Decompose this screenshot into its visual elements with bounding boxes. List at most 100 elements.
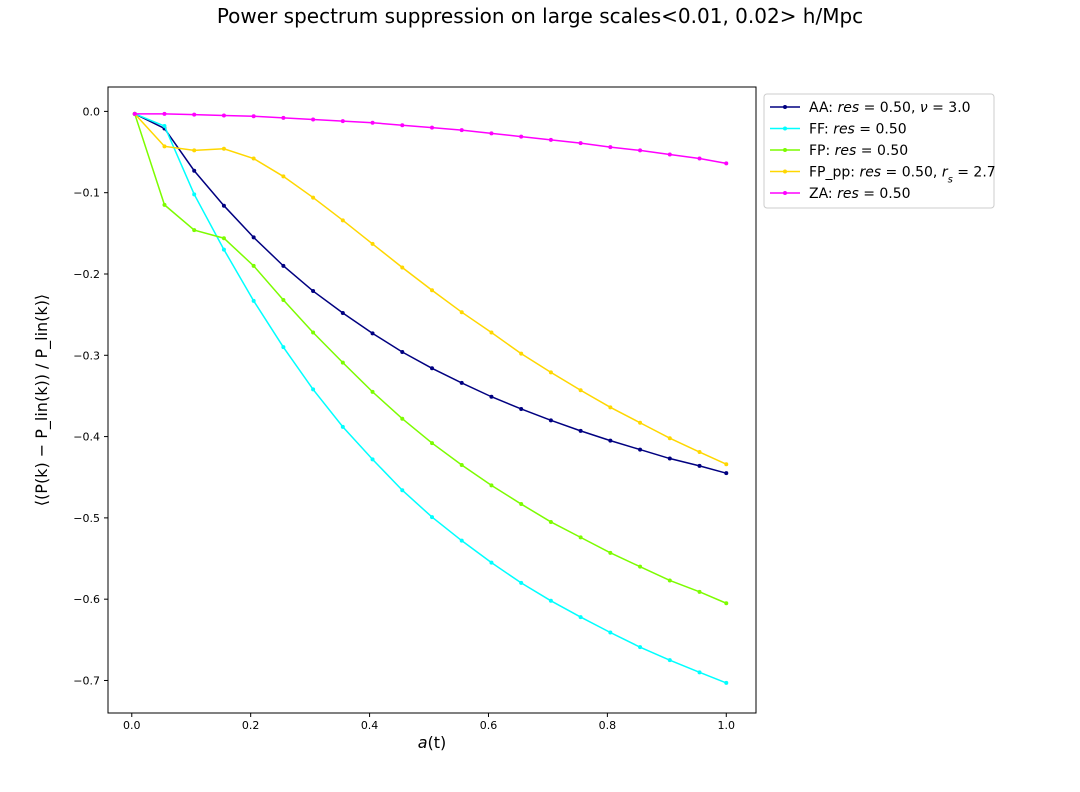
x-axis-ticks: 0.0 0.2 0.4 0.6 0.8 1.0 <box>123 713 735 732</box>
data-point <box>221 247 226 252</box>
legend-marker <box>783 169 787 174</box>
y-tick-label: −0.5 <box>73 512 100 525</box>
legend-marker <box>783 148 787 152</box>
legend-label: FF: res = 0.50 <box>809 122 907 138</box>
legend-marker <box>783 126 787 131</box>
legend-entry: AA: res = 0.50, ν = 3.0 <box>770 100 971 116</box>
data-point <box>724 161 729 166</box>
data-point <box>370 389 375 394</box>
legend-label: FP: res = 0.50 <box>809 143 908 159</box>
data-point <box>370 457 375 462</box>
data-point <box>192 148 197 153</box>
data-point <box>311 387 316 392</box>
data-point <box>311 330 316 335</box>
data-point <box>638 564 643 569</box>
x-tick-label: 0.2 <box>242 719 260 732</box>
legend-label: FP_pp: res = 0.50, rs = 2.7 <box>809 165 996 186</box>
data-point <box>340 360 345 365</box>
data-point <box>608 630 613 635</box>
legend-marker <box>783 191 787 195</box>
legend: AA: res = 0.50, ν = 3.0 FF: res = 0.50 FP:… <box>763 93 996 209</box>
data-point <box>608 145 613 150</box>
x-tick-label: 0.0 <box>123 719 141 732</box>
data-point <box>548 418 553 423</box>
legend-label-part: = 3.0 <box>928 100 971 116</box>
data-point <box>281 298 286 303</box>
y-tick-label: −0.2 <box>73 268 100 281</box>
data-point <box>638 148 643 153</box>
data-point <box>162 111 167 116</box>
data-point <box>340 424 345 429</box>
data-point <box>221 146 226 151</box>
data-point <box>311 195 316 200</box>
data-point <box>489 394 494 399</box>
data-point <box>281 174 286 179</box>
legend-label-part: FP: <box>809 143 835 159</box>
x-axis-label: a(t) <box>418 733 447 752</box>
data-point <box>667 436 672 441</box>
data-point <box>608 550 613 555</box>
data-point <box>370 241 375 246</box>
legend-label-part: = 0.50, <box>859 100 920 116</box>
legend-label-part: res <box>833 122 855 138</box>
legend-label-part: ZA: <box>809 186 837 202</box>
data-point <box>192 228 197 233</box>
data-point <box>724 471 729 476</box>
y-tick-label: 0.0 <box>83 105 101 118</box>
data-point <box>667 658 672 663</box>
data-point <box>459 538 464 543</box>
legend-frame <box>763 93 995 209</box>
x-tick-label: 1.0 <box>718 719 736 732</box>
y-axis-ticks: 0.0 −0.1 −0.2 −0.3 −0.4 −0.5 −0.6 −0.7 <box>73 105 108 687</box>
data-point <box>638 645 643 650</box>
legend-entry: FP_pp: res = 0.50, rs = 2.7 <box>770 165 996 186</box>
legend-label-part: s <box>948 174 953 185</box>
data-point <box>578 428 583 433</box>
data-point <box>370 120 375 125</box>
legend-label-part: = 2.7 <box>953 165 996 181</box>
data-point <box>489 131 494 136</box>
series-0 <box>132 111 729 476</box>
data-point <box>489 483 494 488</box>
legend-label-part: FP_pp: <box>809 165 859 181</box>
data-point <box>697 589 702 594</box>
data-point <box>340 311 345 316</box>
legend-label: AA: res = 0.50, ν = 3.0 <box>809 100 971 116</box>
y-tick-label: −0.7 <box>73 674 100 687</box>
y-axis-label: ⟨(P(k) − P_lin(k)) / P_lin(k)⟩ <box>32 294 52 506</box>
legend-label-part: = 0.50 <box>855 122 907 138</box>
legend-entry: FF: res = 0.50 <box>770 122 907 138</box>
data-point <box>221 203 226 208</box>
legend-label: ZA: res = 0.50 <box>809 186 911 202</box>
data-point <box>430 288 434 293</box>
data-point <box>724 680 729 685</box>
data-point <box>578 535 583 540</box>
legend-label-part: res <box>837 186 859 202</box>
data-point <box>667 578 672 583</box>
data-point <box>697 450 702 455</box>
data-point <box>251 298 256 303</box>
legend-label-part: ν <box>920 100 928 116</box>
y-tick-label: −0.1 <box>73 187 100 200</box>
legend-label-part: = 0.50, <box>881 165 942 181</box>
data-point <box>697 156 702 161</box>
data-point <box>400 123 405 128</box>
data-point <box>519 502 524 507</box>
data-point <box>548 519 553 524</box>
data-point <box>459 463 464 468</box>
data-point <box>519 134 524 139</box>
x-axis-label-var: a <box>418 733 428 752</box>
data-point <box>192 168 197 173</box>
data-point <box>400 350 405 355</box>
data-point <box>489 330 494 335</box>
data-point <box>459 380 464 385</box>
data-point <box>519 406 524 411</box>
data-point <box>162 202 167 207</box>
data-point <box>400 416 405 421</box>
data-point <box>221 236 226 241</box>
x-tick-label: 0.8 <box>599 719 617 732</box>
data-point <box>608 405 613 410</box>
data-point <box>697 463 702 468</box>
data-point <box>162 144 167 149</box>
